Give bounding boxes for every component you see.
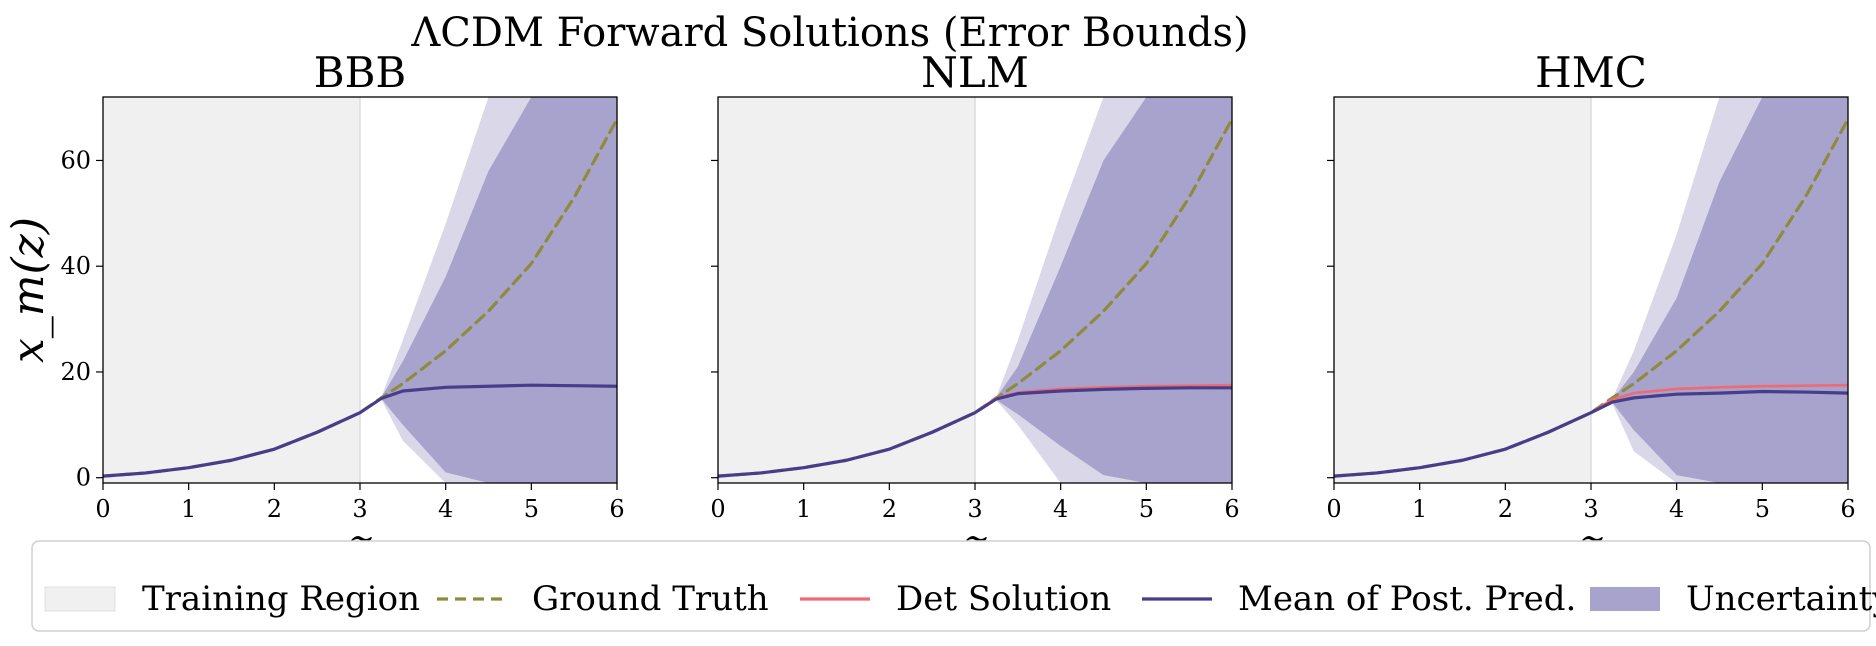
- panel-bbb: 01234560204060BBBz: [60, 48, 624, 571]
- x-tick-label: 6: [609, 495, 624, 523]
- x-tick-label: 3: [352, 495, 367, 523]
- x-tick-label: 1: [181, 495, 196, 523]
- training-region: [103, 97, 360, 483]
- x-tick-label: 0: [710, 495, 725, 523]
- x-tick-label: 1: [1412, 495, 1427, 523]
- x-tick-label: 5: [1139, 495, 1154, 523]
- x-tick-label: 6: [1840, 495, 1855, 523]
- legend-label: Mean of Post. Pred.: [1238, 579, 1576, 619]
- x-tick-label: 2: [1498, 495, 1513, 523]
- x-tick-label: 3: [967, 495, 982, 523]
- legend-label: Training Region: [142, 579, 420, 619]
- x-tick-label: 0: [95, 495, 110, 523]
- legend-box: [31, 540, 1871, 632]
- chart-suptitle: ΛCDM Forward Solutions (Error Bounds): [410, 10, 1248, 56]
- legend-label: Uncertainty: [1686, 579, 1876, 619]
- plot-area: [1334, 97, 1848, 483]
- x-tick-label: 4: [438, 495, 453, 523]
- panel-nlm: 0123456NLMz: [710, 48, 1239, 571]
- legend-item-truth: Ground Truth: [437, 579, 769, 619]
- panel-hmc: 0123456HMCz: [1326, 48, 1855, 571]
- x-tick-label: 4: [1053, 495, 1068, 523]
- y-axis-label: x_m(z): [3, 217, 54, 363]
- x-tick-label: 0: [1326, 495, 1341, 523]
- plot-area: [718, 97, 1232, 483]
- x-tick-label: 2: [882, 495, 897, 523]
- panel-title: HMC: [1535, 48, 1647, 97]
- x-tick-label: 6: [1224, 495, 1239, 523]
- legend-item-training: Training Region: [44, 579, 420, 619]
- x-tick-label: 2: [267, 495, 282, 523]
- legend-label: Ground Truth: [532, 579, 769, 619]
- training-region: [1334, 97, 1591, 483]
- x-tick-label: 3: [1583, 495, 1598, 523]
- panel-title: NLM: [921, 48, 1029, 97]
- x-tick-label: 4: [1669, 495, 1684, 523]
- y-tick-label: 40: [60, 252, 91, 280]
- x-tick-label: 1: [796, 495, 811, 523]
- plot-area: [103, 97, 617, 483]
- legend: Training Region Ground Truth Det Solution M…: [31, 540, 1876, 632]
- uncertainty-band-inner: [381, 97, 617, 483]
- posterior-mean-line: [1334, 389, 1848, 478]
- panel-title: BBB: [314, 48, 407, 97]
- y-tick-label: 20: [60, 358, 91, 386]
- legend-item-uncertainty: Uncertainty: [1590, 579, 1876, 619]
- y-tick-label: 0: [76, 464, 91, 492]
- posterior-mean-line: [103, 383, 617, 478]
- legend-item-mean: Mean of Post. Pred.: [1142, 579, 1576, 619]
- training-region: [718, 97, 975, 483]
- legend-swatch: [1590, 587, 1660, 611]
- x-tick-label: 5: [524, 495, 539, 523]
- legend-label: Det Solution: [896, 579, 1111, 619]
- posterior-mean-line: [718, 386, 1232, 478]
- x-tick-label: 5: [1755, 495, 1770, 523]
- legend-item-det: Det Solution: [800, 579, 1111, 619]
- legend-swatch: [44, 586, 116, 612]
- y-tick-label: 60: [60, 146, 91, 174]
